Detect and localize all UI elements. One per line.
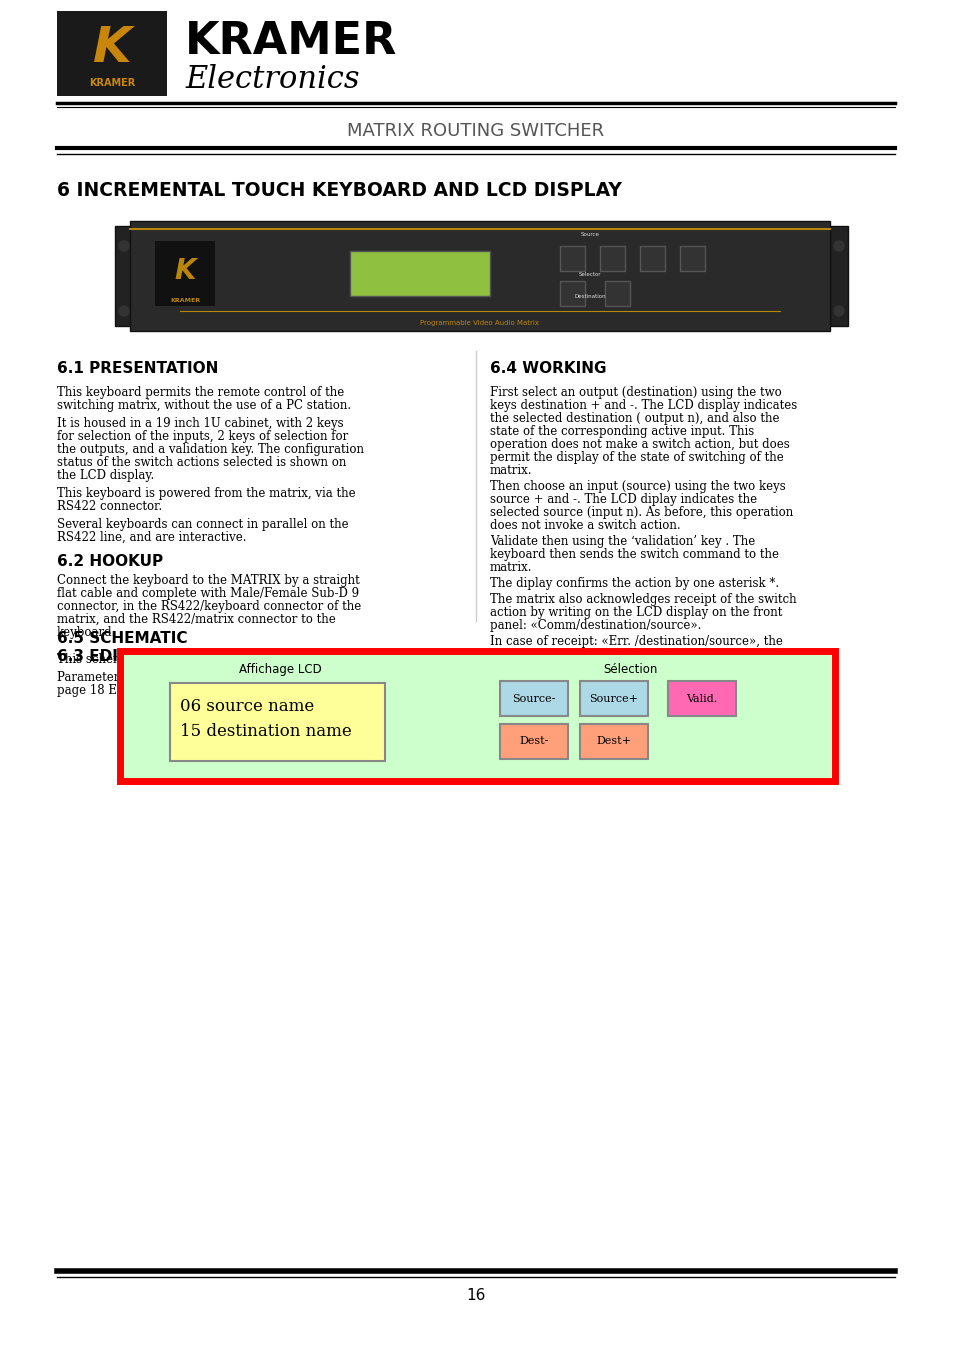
Circle shape [833,305,843,316]
Text: the selected destination ( output n), and also the: the selected destination ( output n), an… [490,412,779,426]
Text: 6.5 SCHEMATIC: 6.5 SCHEMATIC [57,631,188,646]
Text: Connect the keyboard to the MATRIX by a straight: Connect the keyboard to the MATRIX by a … [57,574,359,586]
Text: MATRIX ROUTING SWITCHER: MATRIX ROUTING SWITCHER [347,122,604,141]
Text: connector, in the RS422/keyboard connector of the: connector, in the RS422/keyboard connect… [57,600,361,613]
Text: First select an output (destination) using the two: First select an output (destination) usi… [490,386,781,399]
Text: 6.2 HOOKUP: 6.2 HOOKUP [57,554,163,569]
Text: Parameters are given in the MatrixOp software (see: Parameters are given in the MatrixOp sof… [57,671,367,684]
FancyBboxPatch shape [667,681,735,716]
Text: Programmable Video Audio Matrix: Programmable Video Audio Matrix [420,320,539,326]
Text: The matrix also acknowledges receipt of the switch: The matrix also acknowledges receipt of … [490,593,796,607]
Text: panel: «Comm/destination/source».: panel: «Comm/destination/source». [490,619,700,632]
Text: 06 source name
15 destination name: 06 source name 15 destination name [180,698,352,740]
Text: matrix.: matrix. [490,463,532,477]
Text: The diplay confirms the action by one asterisk *.: The diplay confirms the action by one as… [490,577,779,590]
Text: page 18 EDITING THE MENUS): page 18 EDITING THE MENUS) [57,684,251,697]
Text: K: K [174,257,195,285]
FancyBboxPatch shape [679,246,704,272]
FancyBboxPatch shape [604,281,629,305]
FancyBboxPatch shape [154,240,214,305]
Text: It is housed in a 19 inch 1U cabinet, with 2 keys: It is housed in a 19 inch 1U cabinet, wi… [57,417,343,430]
Text: Several keyboards can connect in parallel on the: Several keyboards can connect in paralle… [57,517,348,531]
Text: state of the corresponding active input. This: state of the corresponding active input.… [490,426,754,438]
Text: This schematic shows the front panel of the touch keyboard and LCD display.: This schematic shows the front panel of … [57,653,517,666]
Text: keys destination + and -. The LCD display indicates: keys destination + and -. The LCD displa… [490,399,797,412]
Text: matrix, and the RS422/matrix connector to the: matrix, and the RS422/matrix connector t… [57,613,335,626]
Text: Source-: Source- [512,693,555,704]
Text: Then choose an input (source) using the two keys: Then choose an input (source) using the … [490,480,785,493]
Text: KRAMER: KRAMER [185,19,397,62]
FancyBboxPatch shape [120,651,834,781]
Circle shape [119,305,129,316]
Circle shape [833,240,843,251]
Text: KRAMER: KRAMER [89,78,135,88]
Text: made correctly.: made correctly. [490,661,581,674]
Text: 6 INCREMENTAL TOUCH KEYBOARD AND LCD DISPLAY: 6 INCREMENTAL TOUCH KEYBOARD AND LCD DIS… [57,181,621,200]
Text: Selector: Selector [578,272,600,277]
FancyBboxPatch shape [350,251,490,296]
FancyBboxPatch shape [115,226,132,326]
Text: the outputs, and a validation key. The configuration: the outputs, and a validation key. The c… [57,443,364,457]
Text: selected source (input n). As before, this operation: selected source (input n). As before, th… [490,507,792,519]
Text: switching matrix, without the use of a PC station.: switching matrix, without the use of a P… [57,399,351,412]
FancyBboxPatch shape [499,724,567,759]
Text: communication from keyboard to matrix has not been: communication from keyboard to matrix ha… [490,648,810,661]
Text: Validate then using the ‘validation’ key . The: Validate then using the ‘validation’ key… [490,535,755,549]
Text: does not invoke a switch action.: does not invoke a switch action. [490,519,679,532]
Text: Sélection: Sélection [602,663,657,676]
Text: source + and -. The LCD diplay indicates the: source + and -. The LCD diplay indicates… [490,493,757,507]
Text: Valid.: Valid. [685,693,717,704]
Text: 6.3 EDITING PARAMETERS: 6.3 EDITING PARAMETERS [57,648,278,663]
Text: In case of receipt: «Err. /destination/source», the: In case of receipt: «Err. /destination/s… [490,635,782,648]
Text: 6.1 PRESENTATION: 6.1 PRESENTATION [57,361,218,376]
Text: 16: 16 [466,1289,485,1304]
Text: keyboard.: keyboard. [57,626,116,639]
Text: the matrix in relation to the demand of the: the matrix in relation to the demand of … [490,690,743,703]
FancyBboxPatch shape [599,246,624,272]
Text: Source+: Source+ [589,693,638,704]
Text: RS422 line, and are interactive.: RS422 line, and are interactive. [57,531,246,544]
Text: Dest+: Dest+ [596,736,631,747]
FancyBboxPatch shape [579,681,647,716]
Text: Affichage LCD: Affichage LCD [238,663,321,676]
Text: Dest-: Dest- [518,736,548,747]
FancyBboxPatch shape [57,11,167,96]
Text: Source: Source [580,231,598,236]
Text: This keyboard permits the remote control of the: This keyboard permits the remote control… [57,386,344,399]
Text: K: K [92,24,132,73]
Text: keyboard.: keyboard. [490,703,549,716]
FancyBboxPatch shape [639,246,664,272]
FancyBboxPatch shape [559,281,584,305]
Text: KRAMER: KRAMER [170,299,200,304]
Text: for selection of the inputs, 2 keys of selection for: for selection of the inputs, 2 keys of s… [57,430,348,443]
Text: matrix.: matrix. [490,561,532,574]
Text: keyboard then sends the switch command to the: keyboard then sends the switch command t… [490,549,779,561]
FancyBboxPatch shape [130,222,829,331]
Text: This keyboard is powered from the matrix, via the: This keyboard is powered from the matrix… [57,486,355,500]
Text: 6.4 WORKING: 6.4 WORKING [490,361,606,376]
Circle shape [119,240,129,251]
Text: operation does not make a switch action, but does: operation does not make a switch action,… [490,438,789,451]
FancyBboxPatch shape [170,684,385,761]
Text: RS422 connector.: RS422 connector. [57,500,162,513]
FancyBboxPatch shape [829,226,847,326]
Text: flat cable and complete with Male/Female Sub-D 9: flat cable and complete with Male/Female… [57,586,358,600]
FancyBboxPatch shape [559,246,584,272]
Text: status of the switch actions selected is shown on: status of the switch actions selected is… [57,457,346,469]
Text: the LCD display.: the LCD display. [57,469,154,482]
Text: action by writing on the LCD display on the front: action by writing on the LCD display on … [490,607,781,619]
Text: Electronics: Electronics [185,63,359,95]
Text: Check the RS422 cable. Also check the capacity of: Check the RS422 cable. Also check the ca… [490,677,791,690]
FancyBboxPatch shape [499,681,567,716]
Text: Destination: Destination [574,293,605,299]
Text: permit the display of the state of switching of the: permit the display of the state of switc… [490,451,783,463]
FancyBboxPatch shape [579,724,647,759]
